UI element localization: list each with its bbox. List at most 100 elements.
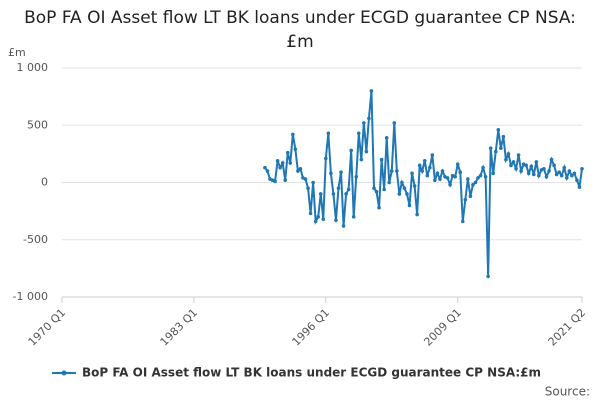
data-point [516, 153, 521, 157]
data-point [321, 217, 326, 221]
legend-marker [61, 370, 67, 376]
x-tick-label: 2021 Q2 [546, 306, 589, 349]
data-point [453, 174, 457, 179]
data-point [389, 169, 394, 173]
data-point [412, 184, 417, 188]
data-point [288, 161, 293, 165]
data-point [362, 121, 366, 125]
data-point [291, 132, 295, 137]
y-tick-label: -500 [23, 233, 48, 246]
data-point [377, 205, 381, 210]
data-point [405, 192, 409, 196]
data-point [435, 171, 440, 176]
data-point [422, 158, 427, 163]
data-point [273, 179, 277, 184]
data-point [308, 211, 313, 216]
data-point [445, 176, 450, 180]
data-point [265, 169, 270, 173]
data-point [420, 169, 424, 173]
data-point [526, 171, 531, 176]
data-point [356, 131, 361, 136]
source: Source: [545, 385, 590, 399]
data-point [471, 182, 475, 187]
data-point [552, 163, 556, 168]
data-point [425, 173, 430, 178]
data-point [440, 169, 445, 173]
data-point [275, 158, 280, 163]
data-point [547, 169, 551, 173]
data-point [575, 178, 579, 183]
data-point [364, 149, 369, 154]
data-point [354, 174, 359, 179]
data-point [473, 180, 478, 185]
data-point [438, 177, 442, 181]
data-point [554, 172, 559, 177]
data-point [278, 165, 282, 170]
data-point [524, 163, 528, 168]
data-point [395, 169, 399, 173]
data-point [486, 274, 490, 279]
data-point [532, 172, 536, 177]
data-point [499, 146, 503, 150]
data-point [344, 192, 348, 196]
data-point [283, 178, 288, 183]
data-point [334, 218, 338, 223]
x-tick-label: 1983 Q1 [158, 306, 201, 349]
legend-label: BoP FA OI Asset flow LT BK loans under E… [82, 366, 541, 380]
data-point [311, 180, 315, 185]
data-point [263, 165, 267, 170]
data-point [537, 173, 541, 178]
data-point [346, 187, 351, 192]
data-point [460, 219, 465, 224]
data-point [511, 160, 516, 164]
data-point [359, 157, 364, 162]
data-point [506, 152, 511, 156]
data-point [493, 149, 498, 154]
data-point [483, 174, 488, 179]
data-point [559, 173, 564, 178]
y-axis-label: £m [8, 46, 26, 59]
data-point [466, 177, 470, 181]
data-point [387, 180, 392, 185]
data-point [488, 146, 493, 150]
data-point [379, 157, 384, 162]
data-point [501, 134, 506, 139]
data-point [392, 121, 397, 125]
data-point [433, 178, 437, 183]
data-point [476, 176, 480, 180]
data-point [514, 166, 518, 171]
data-point [577, 185, 582, 189]
x-tick-label: 2009 Q1 [421, 306, 464, 349]
data-point [339, 170, 343, 174]
data-point [407, 203, 412, 208]
data-point [430, 153, 435, 157]
data-point [529, 164, 534, 169]
data-point [298, 166, 303, 171]
data-point [542, 166, 546, 171]
data-point [341, 224, 346, 228]
data-point [455, 162, 460, 166]
y-tick-label: 500 [27, 118, 48, 131]
y-tick-label: 0 [41, 176, 48, 189]
data-point [367, 116, 371, 121]
data-point [296, 169, 300, 173]
data-point [417, 163, 422, 168]
data-point [384, 136, 389, 140]
data-point [567, 169, 572, 173]
data-point [313, 219, 318, 224]
data-point [509, 163, 513, 168]
data-point [336, 186, 341, 191]
data-point [326, 131, 331, 136]
chart-title: BoP FA OI Asset flow LT BK loans under E… [24, 8, 576, 52]
data-point [374, 189, 379, 194]
data-point [316, 215, 320, 219]
data-point [349, 148, 353, 153]
data-point [557, 170, 561, 174]
data-point [285, 150, 290, 155]
data-point [280, 161, 285, 165]
data-point [351, 215, 356, 219]
data-point [293, 147, 298, 152]
data-point [481, 165, 485, 170]
data-point [478, 173, 483, 178]
